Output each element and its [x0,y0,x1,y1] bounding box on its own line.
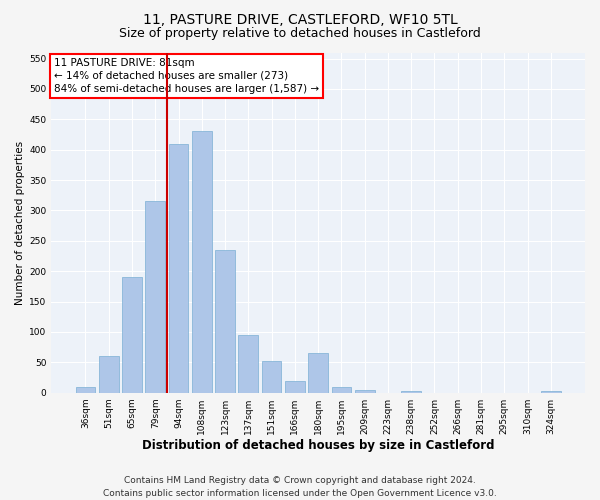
X-axis label: Distribution of detached houses by size in Castleford: Distribution of detached houses by size … [142,440,494,452]
Bar [238,335,258,392]
Bar [192,132,212,392]
Bar [215,250,235,392]
Bar [355,390,374,392]
Y-axis label: Number of detached properties: Number of detached properties [15,140,25,304]
Bar [145,202,165,392]
Bar [122,278,142,392]
Bar [262,360,281,392]
Text: 11, PASTURE DRIVE, CASTLEFORD, WF10 5TL: 11, PASTURE DRIVE, CASTLEFORD, WF10 5TL [143,12,457,26]
Bar [99,356,119,392]
Bar [285,380,305,392]
Text: Size of property relative to detached houses in Castleford: Size of property relative to detached ho… [119,28,481,40]
Bar [308,353,328,393]
Text: 11 PASTURE DRIVE: 81sqm
← 14% of detached houses are smaller (273)
84% of semi-d: 11 PASTURE DRIVE: 81sqm ← 14% of detache… [54,58,319,94]
Bar [76,386,95,392]
Text: Contains HM Land Registry data © Crown copyright and database right 2024.
Contai: Contains HM Land Registry data © Crown c… [103,476,497,498]
Bar [169,144,188,392]
Bar [332,386,352,392]
